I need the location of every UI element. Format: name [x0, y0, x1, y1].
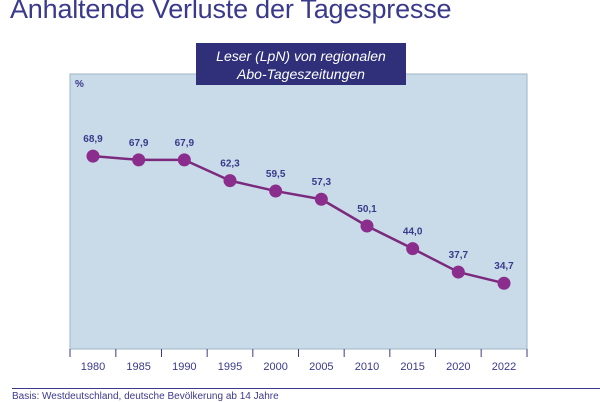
data-point: [314, 192, 328, 206]
data-label: 67,9: [175, 138, 195, 149]
data-label: 67,9: [129, 138, 149, 149]
series-line: [92, 154, 505, 285]
x-axis: 1980 1985 1990 1995 2000 2005 2010 2015 2020 2022: [69, 349, 528, 373]
page-title: Anhaltende Verluste der Tagespresse: [10, 0, 452, 24]
data-label: 34,7: [494, 261, 514, 272]
data-point: [177, 153, 191, 167]
data-label: 37,7: [449, 250, 469, 261]
subtitle-line-1: Leser (LpN) von regionalen: [216, 47, 386, 64]
data-point: [86, 149, 100, 163]
y-axis-label: %: [75, 79, 84, 90]
data-label: 59,5: [266, 169, 286, 180]
bottom-divider: [12, 388, 600, 389]
data-label: 44,0: [403, 227, 423, 238]
x-tick-label: 2005: [309, 361, 333, 373]
series-layer: 68,9 67,9 67,9 62,3 59,5 57,3 50,1 44,0 37,7 34,7: [83, 134, 514, 290]
data-point: [451, 265, 465, 279]
data-point: [406, 242, 420, 256]
data-point: [360, 219, 374, 233]
x-tick-label: 1995: [218, 361, 242, 373]
data-label: 62,3: [220, 159, 240, 170]
data-label: 68,9: [83, 134, 103, 145]
x-tick-label: 2015: [400, 361, 424, 373]
x-tick-label: 2010: [355, 361, 379, 373]
x-tick-label: 1985: [126, 361, 150, 373]
subtitle-line-2: Abo-Tageszeitungen: [237, 65, 365, 82]
plot-area: [69, 73, 528, 350]
x-tick-label: 1980: [81, 361, 105, 373]
data-point: [497, 276, 511, 290]
x-tick-label: 1990: [172, 361, 196, 373]
data-point: [132, 153, 146, 167]
data-point: [223, 174, 237, 188]
data-label: 50,1: [357, 204, 377, 215]
x-tick-label: 2020: [446, 361, 470, 373]
x-tick-label: 2000: [263, 361, 287, 373]
data-point: [269, 184, 283, 198]
chart-subtitle-box: Leser (LpN) von regionalen Abo-Tageszeit…: [196, 43, 406, 85]
data-label: 57,3: [312, 177, 332, 188]
footnote: Basis: Westdeutschland, deutsche Bevölke…: [12, 391, 279, 402]
x-tick-label: 2022: [492, 361, 516, 373]
